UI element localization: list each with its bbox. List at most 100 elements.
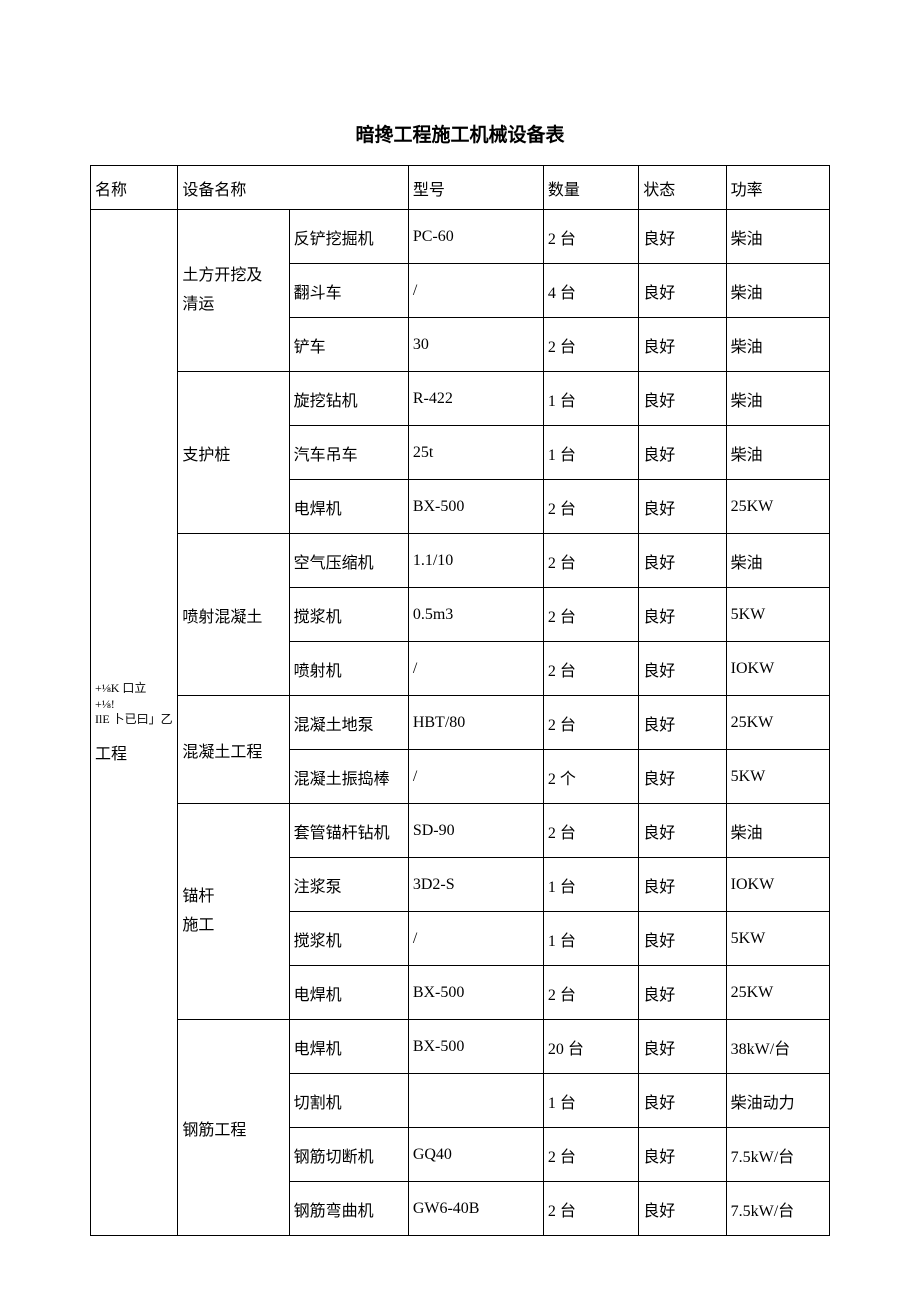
qty-cell: 1 台: [543, 912, 638, 966]
table-row: 支护桩 旋挖钻机 R-422 1 台 良好 柴油: [91, 372, 830, 426]
category-cell: 混凝土工程: [178, 696, 289, 804]
equip-cell: 翻斗车: [289, 264, 408, 318]
power-cell: 25KW: [726, 966, 829, 1020]
equip-cell: 切割机: [289, 1074, 408, 1128]
qty-cell: 2 台: [543, 966, 638, 1020]
power-cell: 柴油: [726, 264, 829, 318]
equip-cell: 汽车吊车: [289, 426, 408, 480]
header-model: 型号: [408, 166, 543, 210]
equip-cell: 钢筋切断机: [289, 1128, 408, 1182]
model-cell: SD-90: [408, 804, 543, 858]
model-cell: 3D2-S: [408, 858, 543, 912]
qty-cell: 2 台: [543, 696, 638, 750]
model-cell: GQ40: [408, 1128, 543, 1182]
model-cell: HBT/80: [408, 696, 543, 750]
status-cell: 良好: [639, 534, 726, 588]
equip-cell: 电焊机: [289, 480, 408, 534]
equip-cell: 钢筋弯曲机: [289, 1182, 408, 1236]
equip-cell: 旋挖钻机: [289, 372, 408, 426]
power-cell: 5KW: [726, 912, 829, 966]
status-cell: 良好: [639, 1128, 726, 1182]
equip-cell: 空气压缩机: [289, 534, 408, 588]
table-row: 喷射混凝土 空气压缩机 1.1/10 2 台 良好 柴油: [91, 534, 830, 588]
table-header-row: 名称 设备名称 型号 数量 状态 功率: [91, 166, 830, 210]
status-cell: 良好: [639, 966, 726, 1020]
category-cell: 钢筋工程: [178, 1020, 289, 1236]
power-cell: 5KW: [726, 588, 829, 642]
power-cell: IOKW: [726, 642, 829, 696]
status-cell: 良好: [639, 210, 726, 264]
status-cell: 良好: [639, 642, 726, 696]
qty-cell: 2 台: [543, 804, 638, 858]
qty-cell: 2 台: [543, 210, 638, 264]
table-row: 混凝土工程 混凝土地泵 HBT/80 2 台 良好 25KW: [91, 696, 830, 750]
power-cell: 7.5kW/台: [726, 1128, 829, 1182]
status-cell: 良好: [639, 912, 726, 966]
power-cell: 7.5kW/台: [726, 1182, 829, 1236]
project-line2: +⅛!: [95, 697, 115, 711]
project-line1: +⅛K 口立: [95, 681, 146, 695]
table-title: 暗搀工程施工机械设备表: [90, 120, 830, 147]
equip-cell: 铲车: [289, 318, 408, 372]
status-cell: 良好: [639, 1074, 726, 1128]
table-row: +⅛K 口立 +⅛! IlE 卜已曰」乙 工程 土方开挖及 清运 反铲挖掘机 P…: [91, 210, 830, 264]
power-cell: IOKW: [726, 858, 829, 912]
status-cell: 良好: [639, 372, 726, 426]
project-line4: 工程: [95, 746, 127, 763]
qty-cell: 1 台: [543, 426, 638, 480]
power-cell: 柴油: [726, 372, 829, 426]
header-quantity: 数量: [543, 166, 638, 210]
qty-cell: 2 台: [543, 1182, 638, 1236]
equip-cell: 混凝土地泵: [289, 696, 408, 750]
power-cell: 38kW/台: [726, 1020, 829, 1074]
category-cell: 锚杆 施工: [178, 804, 289, 1020]
model-cell: 1.1/10: [408, 534, 543, 588]
equip-cell: 反铲挖掘机: [289, 210, 408, 264]
table-row: 锚杆 施工 套管锚杆钻机 SD-90 2 台 良好 柴油: [91, 804, 830, 858]
equip-cell: 混凝土振捣棒: [289, 750, 408, 804]
model-cell: BX-500: [408, 1020, 543, 1074]
project-line3: IlE 卜已曰」乙: [95, 712, 173, 726]
power-cell: 柴油: [726, 804, 829, 858]
status-cell: 良好: [639, 588, 726, 642]
power-cell: 柴油: [726, 210, 829, 264]
project-name-cell: +⅛K 口立 +⅛! IlE 卜已曰」乙 工程: [91, 210, 178, 1236]
qty-cell: 1 台: [543, 372, 638, 426]
category-cell: 支护桩: [178, 372, 289, 534]
status-cell: 良好: [639, 858, 726, 912]
qty-cell: 2 台: [543, 642, 638, 696]
header-status: 状态: [639, 166, 726, 210]
qty-cell: 2 台: [543, 534, 638, 588]
equip-cell: 搅浆机: [289, 588, 408, 642]
power-cell: 25KW: [726, 696, 829, 750]
equip-cell: 搅浆机: [289, 912, 408, 966]
equip-cell: 注浆泵: [289, 858, 408, 912]
header-power: 功率: [726, 166, 829, 210]
power-cell: 柴油: [726, 426, 829, 480]
power-cell: 5KW: [726, 750, 829, 804]
equip-cell: 电焊机: [289, 1020, 408, 1074]
qty-cell: 4 台: [543, 264, 638, 318]
equip-cell: 电焊机: [289, 966, 408, 1020]
model-cell: PC-60: [408, 210, 543, 264]
power-cell: 柴油: [726, 318, 829, 372]
header-equipment-name: 设备名称: [178, 166, 408, 210]
model-cell: BX-500: [408, 480, 543, 534]
equip-cell: 套管锚杆钻机: [289, 804, 408, 858]
status-cell: 良好: [639, 750, 726, 804]
status-cell: 良好: [639, 696, 726, 750]
model-cell: /: [408, 912, 543, 966]
model-cell: 25t: [408, 426, 543, 480]
power-cell: 柴油动力: [726, 1074, 829, 1128]
model-cell: R-422: [408, 372, 543, 426]
qty-cell: 2 个: [543, 750, 638, 804]
model-cell: [408, 1074, 543, 1128]
status-cell: 良好: [639, 426, 726, 480]
status-cell: 良好: [639, 1182, 726, 1236]
status-cell: 良好: [639, 804, 726, 858]
qty-cell: 1 台: [543, 1074, 638, 1128]
status-cell: 良好: [639, 1020, 726, 1074]
equipment-table: 名称 设备名称 型号 数量 状态 功率 +⅛K 口立 +⅛! IlE 卜已曰」乙…: [90, 165, 830, 1236]
status-cell: 良好: [639, 480, 726, 534]
model-cell: GW6-40B: [408, 1182, 543, 1236]
